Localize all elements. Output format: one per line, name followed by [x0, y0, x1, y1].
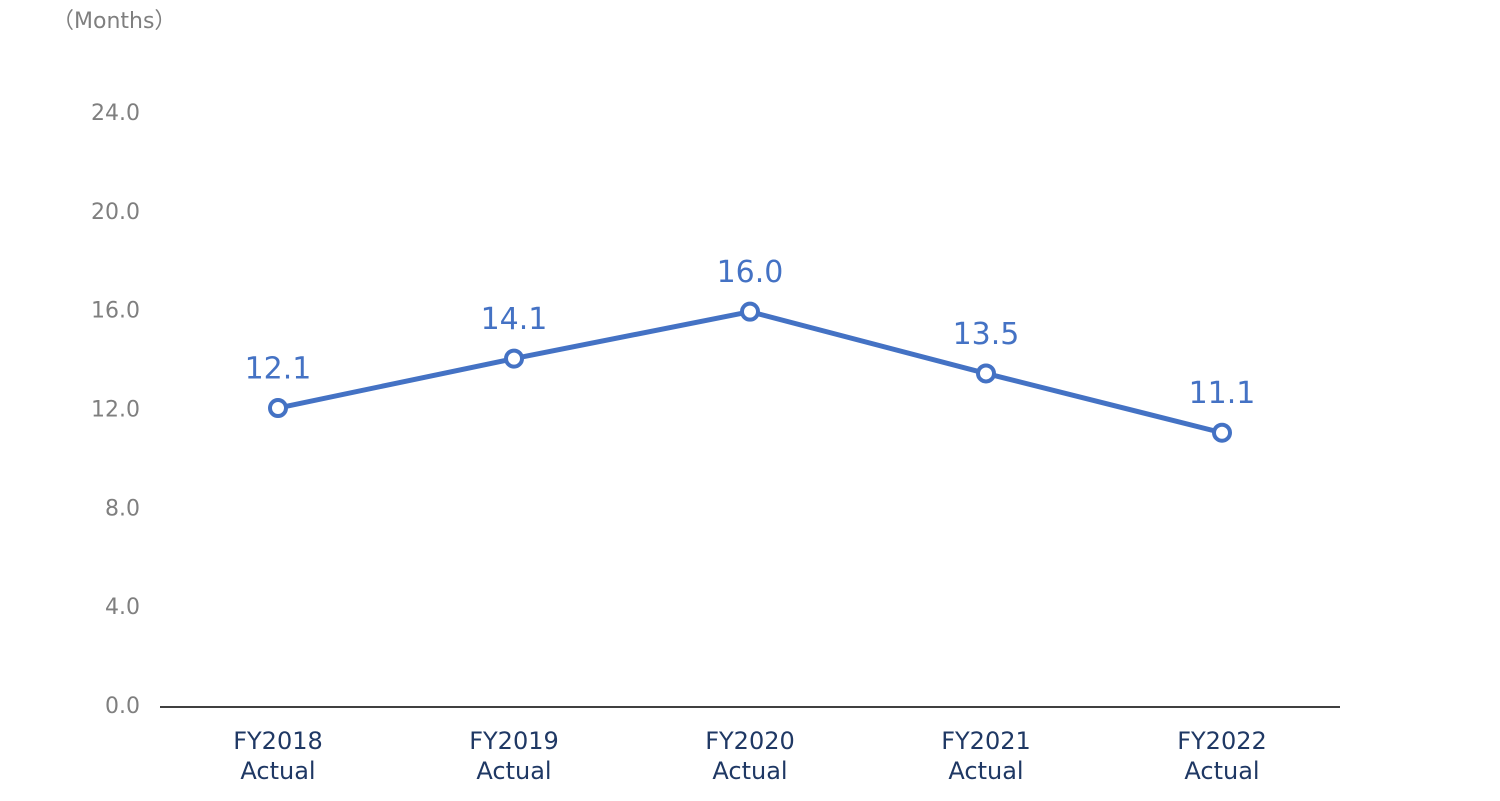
point	[976, 363, 996, 384]
y-tick-label: 4.0	[105, 595, 140, 620]
y-axis-label: （Months）	[52, 9, 176, 34]
x-tick-label: FY2022 Actual	[1177, 727, 1267, 785]
point	[1212, 422, 1232, 443]
data-label: 16.0	[717, 255, 784, 290]
point	[740, 301, 760, 322]
y-tick-label: 16.0	[91, 299, 140, 324]
y-tick-label: 12.0	[91, 398, 140, 423]
y-tick-label: 8.0	[105, 496, 140, 521]
y-tick-label: 20.0	[91, 200, 140, 225]
data-label: 11.1	[1189, 376, 1256, 411]
y-tick-label: 24.0	[91, 101, 140, 126]
point	[268, 398, 288, 419]
y-tick-label: 0.0	[105, 694, 140, 719]
x-tick-label: FY2019 Actual	[469, 727, 559, 785]
data-label: 12.1	[245, 352, 312, 387]
x-tick-label: FY2021 Actual	[941, 727, 1031, 785]
data-label: 14.1	[481, 302, 548, 337]
line	[277, 309, 1223, 436]
data-label: 13.5	[953, 317, 1020, 352]
point	[504, 348, 524, 369]
x-tick-label: FY2020 Actual	[705, 727, 795, 785]
x-tick-label: FY2018 Actual	[233, 727, 323, 785]
